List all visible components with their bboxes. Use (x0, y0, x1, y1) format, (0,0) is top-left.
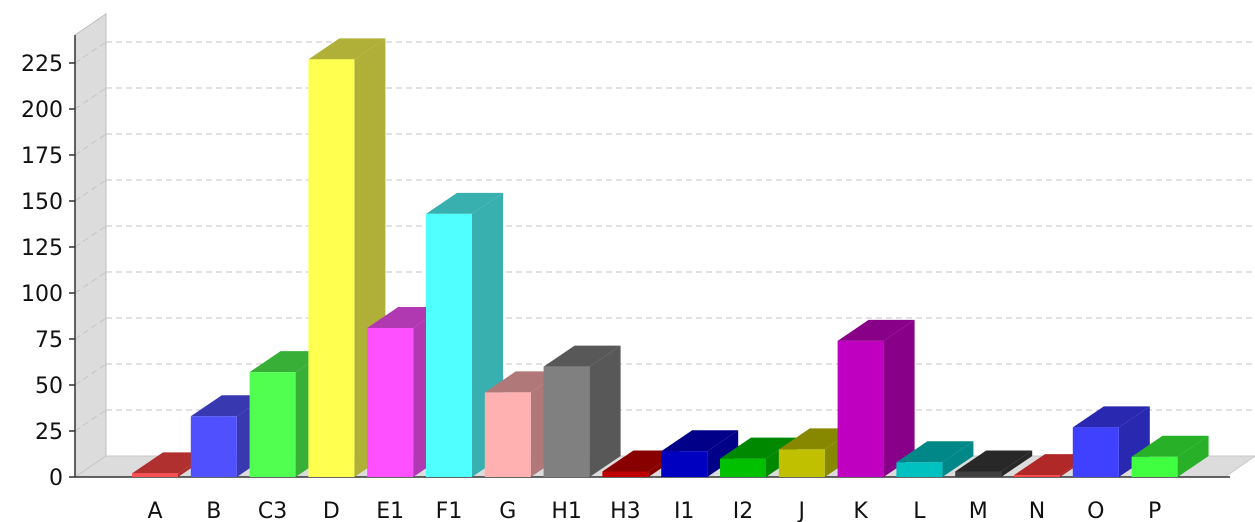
bar-front (132, 473, 178, 477)
bar-side (1177, 435, 1209, 477)
y-tick-label: 0 (49, 466, 63, 491)
bar-top (602, 450, 680, 472)
y-tick-label: 100 (21, 282, 63, 307)
bar-front (190, 416, 237, 477)
gridline-side (74, 225, 107, 248)
x-tick-label: C3 (258, 499, 287, 522)
gridline-side (74, 363, 107, 386)
x-tick-label: I2 (733, 499, 754, 522)
bars (132, 38, 1209, 477)
bar-front (1072, 427, 1119, 477)
gridline-side (74, 133, 107, 156)
y-tick-label: 225 (21, 52, 63, 77)
x-tick-label: H1 (551, 499, 582, 522)
y-tick-label: 175 (21, 144, 63, 169)
bar-side (707, 430, 739, 477)
bar-front (661, 451, 708, 477)
bar-top (484, 371, 562, 393)
bar-top (1131, 435, 1209, 457)
gridline-side (74, 409, 107, 432)
y-tick-label: 125 (21, 236, 63, 261)
bar-front (367, 327, 414, 477)
bar-front (426, 213, 472, 477)
bar-top (249, 351, 327, 373)
bar (543, 345, 621, 477)
bar-top (720, 437, 797, 459)
bar-top (778, 428, 856, 450)
bar-front (484, 392, 531, 477)
x-tick-label: P (1148, 499, 1161, 522)
x-tick-label: A (147, 499, 162, 522)
x-tick-label: O (1087, 499, 1104, 522)
bar (1131, 435, 1209, 477)
bar (837, 319, 915, 477)
gridline-side (74, 317, 107, 340)
y-tick-label: 150 (21, 190, 63, 215)
y-tick-label: 25 (35, 420, 63, 445)
x-tick-label: G (499, 499, 516, 522)
gridline-side (74, 271, 107, 294)
bar-top (661, 430, 739, 452)
bar-top (426, 192, 503, 214)
x-tick-label: L (913, 499, 926, 522)
bar-top (837, 319, 915, 341)
bar-front (896, 462, 943, 477)
bar-front (837, 340, 884, 477)
x-tick-label: E1 (376, 499, 404, 522)
x-tick-label: N (1029, 499, 1045, 522)
bar-side (1001, 450, 1033, 477)
bar-front (249, 372, 296, 477)
bar-front (602, 471, 649, 477)
bar-front (1014, 475, 1060, 477)
side-wall (74, 13, 107, 478)
bar (661, 430, 739, 477)
bar-top (955, 450, 1033, 472)
bar-top (132, 452, 209, 474)
bar-side (589, 345, 621, 477)
x-tick-label: M (969, 499, 988, 522)
x-tick-label: I1 (674, 499, 695, 522)
bar-side (942, 441, 974, 477)
x-tick-label: H3 (610, 499, 641, 522)
y-axis-ticks: 0 25 50 75 100 125 150 175 200 225 (21, 52, 75, 491)
gridline-side (74, 179, 107, 202)
x-tick-label: D (323, 499, 340, 522)
gridline-side (74, 87, 107, 110)
bar (896, 441, 974, 477)
bar-top (1072, 406, 1150, 428)
bar-front (543, 366, 590, 477)
x-tick-label: B (206, 499, 221, 522)
bar-side (883, 319, 915, 477)
bar-front (778, 449, 825, 477)
y-tick-label: 75 (35, 328, 63, 353)
bar-front (1131, 456, 1178, 477)
x-tick-label: K (853, 499, 868, 522)
bar-front (720, 458, 766, 477)
gridline-side (74, 41, 107, 64)
bar-top (1014, 454, 1091, 476)
bar-top (190, 395, 268, 417)
x-tick-label: J (797, 499, 806, 522)
y-tick-label: 50 (35, 374, 63, 399)
bar-top (308, 38, 386, 60)
bar-top (896, 441, 974, 463)
bar (955, 450, 1033, 477)
y-tick-label: 200 (21, 98, 63, 123)
x-axis-labels: A B C3 D E1 F1 G H1 H3 I1 I2 J K L M N O P (147, 499, 1161, 522)
x-tick-label: F1 (436, 499, 463, 522)
bar-front (308, 59, 355, 477)
bar-top (543, 345, 621, 367)
bar-top (367, 306, 445, 328)
bar-front (955, 471, 1002, 477)
